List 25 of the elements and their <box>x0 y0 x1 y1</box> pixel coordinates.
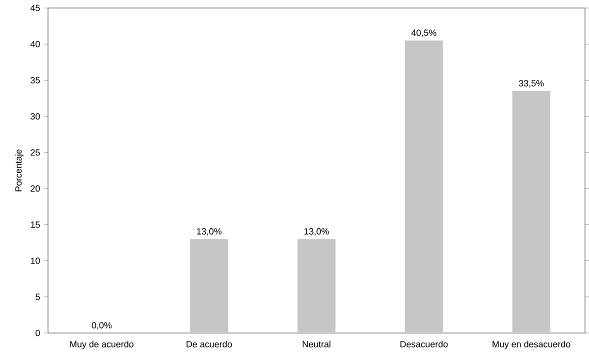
y-axis-title: Porcentaje <box>15 149 24 192</box>
y-tick-label: 5 <box>36 294 40 300</box>
x-tick-label: Desacuerdo <box>400 340 448 348</box>
y-tick-label: 40 <box>30 40 40 48</box>
bar <box>190 239 228 333</box>
y-tick-label: 30 <box>30 113 40 120</box>
y-tick-label: 25 <box>30 149 40 156</box>
x-tick-label: De acuerdo <box>186 340 232 348</box>
y-tick-label: 15 <box>30 222 40 228</box>
x-tick-label: Neutral <box>302 340 330 348</box>
y-tick-label: 35 <box>30 77 40 84</box>
data-label: 13,0% <box>304 228 329 236</box>
y-tick-label: 0 <box>36 330 40 336</box>
y-tick-label: 45 <box>30 4 40 12</box>
y-tick-label: 10 <box>30 258 40 264</box>
data-label: 13,0% <box>197 228 222 236</box>
data-label: 33,5% <box>518 80 544 88</box>
bar <box>404 40 443 333</box>
x-tick-label: Muy de acuerdo <box>70 340 134 350</box>
data-label: 0,0% <box>92 322 112 330</box>
data-label: 40,5% <box>411 30 436 37</box>
x-tick-label: Muy en desacuerdo <box>492 340 570 350</box>
y-tick-label: 20 <box>30 185 40 192</box>
bar <box>512 91 550 333</box>
bar <box>298 239 336 333</box>
